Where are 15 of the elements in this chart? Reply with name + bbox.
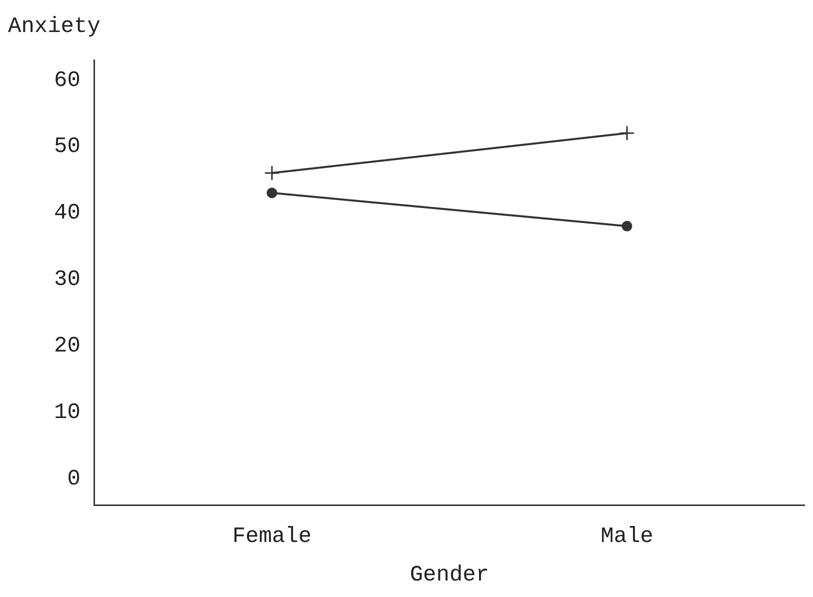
- y-tick-label: 0: [67, 466, 80, 492]
- y-axis-title: Anxiety: [8, 14, 100, 39]
- x-tick-label: Male: [600, 524, 654, 550]
- y-tick-label: 10: [54, 400, 80, 425]
- x-tick-label: Female: [232, 524, 312, 550]
- point: [266, 188, 278, 198]
- x-axis-title: Gender: [410, 562, 490, 588]
- point: [622, 220, 632, 232]
- y-tick-label: 60: [54, 68, 80, 93]
- y-tick-label: 20: [54, 334, 80, 359]
- point: [264, 165, 280, 181]
- point: [619, 125, 635, 141]
- y-tick-label: 50: [54, 134, 80, 160]
- y-tick-label: 30: [54, 267, 80, 292]
- y-tick-label: 40: [54, 200, 80, 226]
